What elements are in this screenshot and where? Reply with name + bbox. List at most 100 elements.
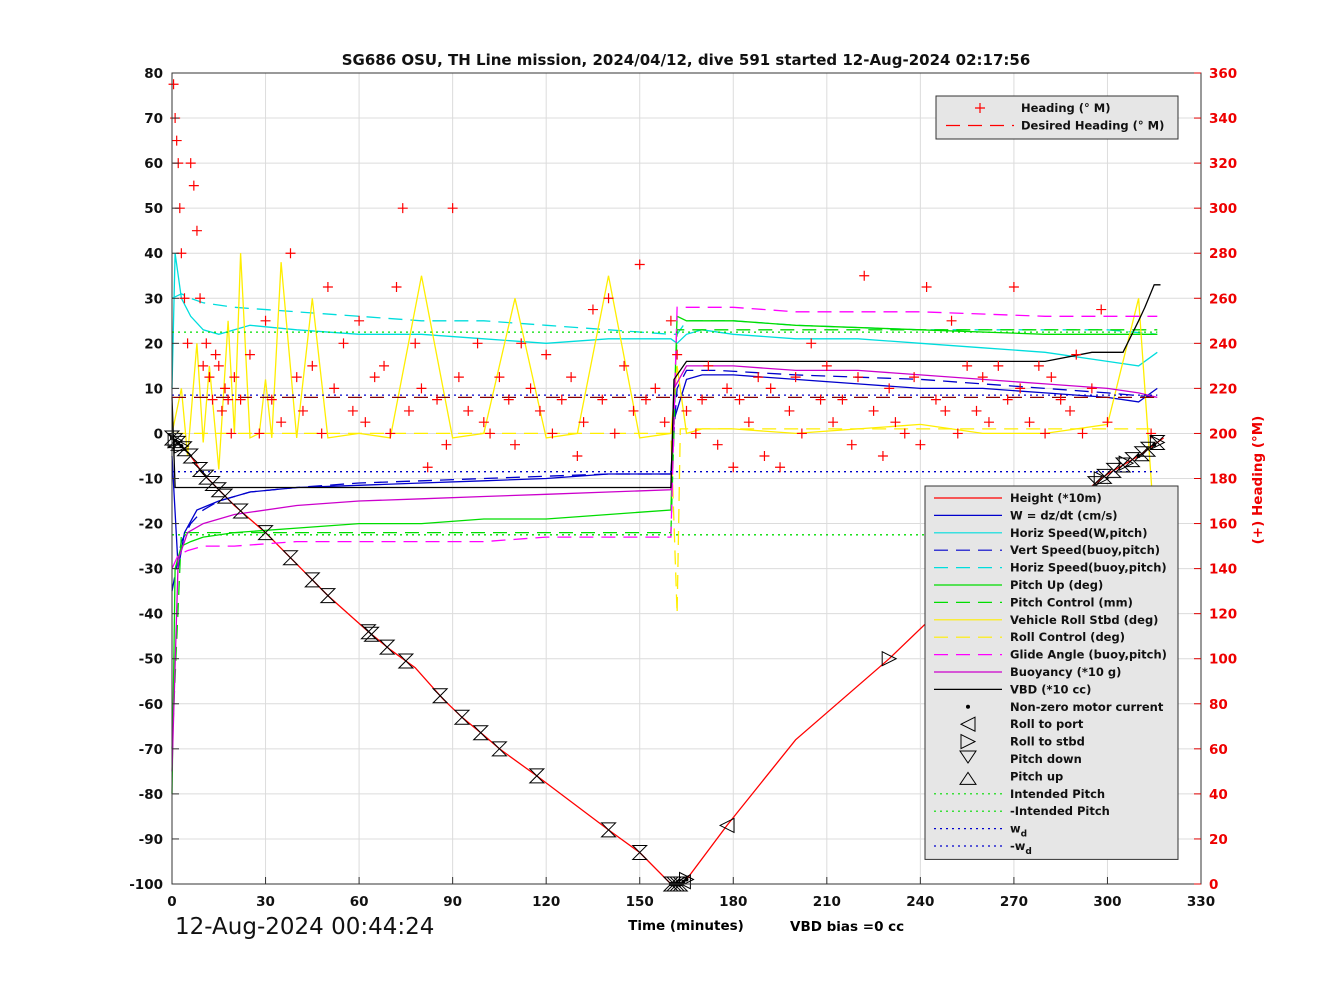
pitch-down-marker — [191, 461, 209, 471]
heading-point — [291, 372, 302, 383]
heading-point — [940, 405, 951, 416]
motor-current-dot — [176, 441, 181, 446]
heading-point — [478, 417, 489, 428]
heading-point — [297, 405, 308, 416]
heading-point — [210, 349, 221, 360]
pitch-down-marker — [232, 503, 249, 512]
heading-point — [578, 417, 589, 428]
pitch-up-marker — [431, 695, 449, 704]
pitch-up-marker — [191, 468, 209, 477]
x-tick-label: 90 — [443, 894, 462, 910]
y-tick-label: -100 — [129, 877, 163, 893]
heading-point — [534, 405, 545, 416]
pitch-down-marker — [528, 768, 546, 777]
heading-point — [1015, 383, 1026, 394]
heading-point — [329, 383, 340, 394]
legend-symbol — [966, 704, 970, 709]
heading-point — [1071, 349, 1082, 360]
heading-point — [790, 372, 801, 383]
y-tick-label: -50 — [139, 652, 163, 668]
heading-layer — [168, 79, 1163, 709]
legend-label: -Intended Pitch — [1010, 804, 1110, 818]
heading-point — [541, 349, 552, 360]
roll-stbd-marker — [679, 871, 695, 888]
legend-label: Pitch up — [1010, 769, 1063, 783]
pitch-down-marker — [431, 688, 449, 697]
x-tick-label: 0 — [167, 894, 176, 910]
heading-point — [1046, 372, 1057, 383]
heading-point — [354, 315, 365, 326]
heading-point — [182, 338, 193, 349]
heading-point — [441, 439, 452, 450]
legend-box — [924, 485, 1179, 860]
x-axis-label: Time (minutes) — [628, 918, 744, 934]
heading-point — [223, 394, 234, 405]
legend-label: Pitch down — [1010, 752, 1082, 766]
pitch-down-marker — [319, 588, 337, 597]
markers-layer — [163, 430, 1166, 892]
heading-point — [899, 428, 910, 439]
y-tick-label: 30 — [144, 291, 163, 307]
series-line-vehicle-roll-stbd-deg — [171, 253, 1158, 569]
heading-point — [168, 79, 179, 90]
heading-point — [1055, 394, 1066, 405]
legend-label: Horiz Speed(buoy,pitch) — [1010, 561, 1167, 575]
heading-point — [619, 360, 630, 371]
series-line-roll-control-deg — [172, 428, 1158, 614]
x-tick-label: 210 — [813, 894, 841, 910]
heading-point — [734, 394, 745, 405]
heading-point — [1002, 394, 1013, 405]
heading-point — [603, 293, 614, 304]
x-tick-label: 270 — [1000, 894, 1028, 910]
pitch-up-marker — [257, 531, 274, 541]
heading-point — [254, 428, 265, 439]
pitch-up-marker — [672, 883, 689, 892]
pitch-down-marker — [631, 844, 648, 854]
y-right-tick-label: 300 — [1209, 201, 1237, 217]
heading-point — [453, 372, 464, 383]
heading-point — [983, 417, 994, 428]
heading-point — [229, 372, 240, 383]
heading-point — [216, 405, 227, 416]
y-right-tick-label: 280 — [1209, 246, 1237, 262]
heading-point — [285, 248, 296, 259]
pitch-up-marker — [182, 455, 199, 464]
pitch-up-marker — [631, 851, 648, 860]
heading-point — [1008, 282, 1019, 293]
heading-point — [260, 315, 271, 326]
pitch-up-marker — [472, 732, 489, 741]
heading-point — [1033, 360, 1044, 371]
heading-point — [1102, 417, 1113, 428]
heading-point — [360, 417, 371, 428]
x-tick-label: 150 — [626, 894, 654, 910]
heading-point — [859, 270, 870, 281]
heading-point — [759, 450, 770, 461]
y-tick-label: 20 — [144, 336, 163, 352]
heading-point — [235, 394, 246, 405]
pitch-up-marker — [1105, 469, 1122, 478]
y-tick-label: -70 — [139, 742, 163, 758]
heading-point — [171, 135, 182, 146]
heading-point — [796, 428, 807, 439]
pitch-down-marker — [204, 475, 221, 485]
y-right-tick-label: 160 — [1209, 517, 1237, 533]
legend-label: Vert Speed(buoy,pitch) — [1010, 543, 1160, 557]
heading-point — [712, 439, 723, 450]
legend-symbol — [959, 716, 976, 733]
pitch-down-marker — [210, 482, 227, 491]
legend-label: VBD (*10 cc) — [1010, 682, 1091, 696]
pitch-down-marker — [1139, 441, 1157, 450]
legend-label: Vehicle Roll Stbd (deg) — [1010, 613, 1158, 627]
legend-heading: Heading (° M) Desired Heading (° M) — [935, 95, 1179, 140]
heading-point — [547, 428, 558, 439]
y-right-tick-label: 40 — [1209, 787, 1228, 803]
axes: 0 30 60 90 120 150 180 210 240 270 300 330807060504… — [129, 66, 1237, 910]
roll-port-marker — [718, 817, 735, 834]
heading-point — [665, 315, 676, 326]
x-tick-label: 180 — [719, 894, 747, 910]
pitch-down-marker — [282, 550, 299, 559]
heading-point — [784, 405, 795, 416]
pitch-up-marker — [282, 557, 299, 566]
heading-point — [220, 383, 231, 394]
